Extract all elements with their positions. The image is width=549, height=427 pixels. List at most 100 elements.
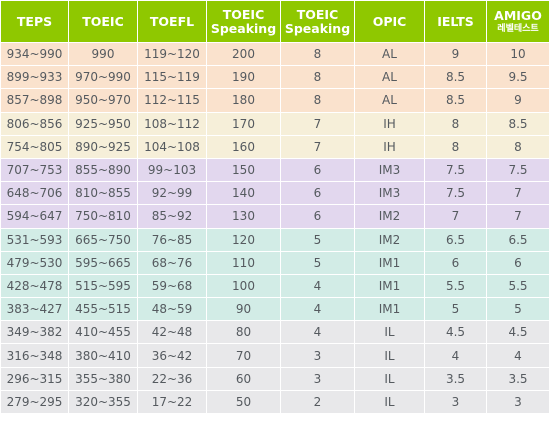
table-row: 648~706 810~855 92~99 140 6 IM3 7.5 7 [0, 181, 549, 206]
table-cell-amigo: 3.5 [486, 366, 549, 391]
table-cell-toeic-speaking-2: 8 [280, 65, 355, 90]
table-cell-toeic-speaking-2: 7 [280, 134, 355, 159]
table-cell-ielts: 8.5 [424, 88, 487, 113]
table-cell-toeic-speaking-1: 110 [206, 250, 281, 275]
table-row: 857~898 950~970 112~115 180 8 AL 8.5 9 [0, 88, 549, 113]
table-cell-ielts: 5.5 [424, 273, 487, 299]
table-cell-toeic-speaking-2: 6 [280, 204, 355, 229]
table-cell-amigo: 4.5 [486, 320, 549, 345]
table-cell-toeic-speaking-2: 4 [280, 297, 355, 322]
table-cell-opic: AL [354, 41, 425, 67]
table-cell-toeic: 380~410 [68, 343, 138, 368]
table-cell-opic: IL [354, 389, 425, 415]
table-cell-toeic-speaking-1: 70 [206, 343, 281, 368]
table-cell-teps: 383~427 [0, 297, 69, 322]
table-cell-amigo: 5.5 [486, 273, 549, 299]
table-cell-toeic-speaking-2: 3 [280, 343, 355, 368]
table-cell-toefl: 42~48 [137, 320, 207, 345]
table-cell-ielts: 5 [424, 297, 487, 322]
table-cell-ielts: 9 [424, 41, 487, 67]
table-cell-toeic: 810~855 [68, 181, 138, 206]
table-cell-toeic-speaking-1: 200 [206, 41, 281, 67]
table-cell-opic: IM2 [354, 204, 425, 229]
column-header-sublabel: Speaking [284, 20, 351, 36]
table-cell-teps: 479~530 [0, 250, 69, 275]
column-header-label: TEPS [16, 13, 53, 29]
table-cell-toeic: 925~950 [68, 111, 138, 136]
table-cell-ielts: 3 [424, 389, 487, 415]
table-header: TEPS TOEIC TOEFL TOEIC Speaking TOEIC Speaking… [0, 0, 549, 43]
table-cell-opic: IM2 [354, 227, 425, 252]
table-cell-toeic: 410~455 [68, 320, 138, 345]
table-row: 594~647 750~810 85~92 130 6 IM2 7 7 [0, 204, 549, 229]
table-cell-toefl: 22~36 [137, 366, 207, 391]
table-cell-opic: IM3 [354, 157, 425, 183]
table-cell-amigo: 7 [486, 181, 549, 206]
table-cell-toeic: 355~380 [68, 366, 138, 391]
table-row: 934~990 990 119~120 200 8 AL 9 10 [0, 41, 549, 67]
table-cell-toeic: 970~990 [68, 65, 138, 90]
table-cell-toeic-speaking-1: 60 [206, 366, 281, 391]
table-cell-opic: IL [354, 320, 425, 345]
table-row: 806~856 925~950 108~112 170 7 IH 8 8.5 [0, 111, 549, 136]
column-header-teps: TEPS [0, 0, 69, 43]
table-cell-teps: 648~706 [0, 181, 69, 206]
table-cell-teps: 934~990 [0, 41, 69, 67]
column-header-amigo: AMIGO 레벨테스트 [486, 0, 549, 43]
table-cell-teps: 707~753 [0, 157, 69, 183]
table-cell-toeic-speaking-1: 50 [206, 389, 281, 415]
table-cell-amigo: 8 [486, 134, 549, 159]
column-header-label: IELTS [437, 13, 474, 29]
table-row: 316~348 380~410 36~42 70 3 IL 4 4 [0, 343, 549, 368]
table-cell-toeic-speaking-1: 160 [206, 134, 281, 159]
table-cell-amigo: 9 [486, 88, 549, 113]
table-cell-toefl: 76~85 [137, 227, 207, 252]
table-cell-toeic: 890~925 [68, 134, 138, 159]
table-cell-teps: 349~382 [0, 320, 69, 345]
column-header-label: TOEFL [149, 13, 195, 29]
column-header-label: AMIGO [494, 7, 542, 23]
table-cell-toeic-speaking-2: 8 [280, 88, 355, 113]
table-cell-amigo: 8.5 [486, 111, 549, 136]
table-cell-toeic-speaking-1: 170 [206, 111, 281, 136]
table-cell-ielts: 8.5 [424, 65, 487, 90]
score-conversion-table: TEPS TOEIC TOEFL TOEIC Speaking TOEIC Speaking… [0, 0, 549, 415]
table-cell-amigo: 10 [486, 41, 549, 67]
table-cell-ielts: 8 [424, 134, 487, 159]
column-header-label: TOEIC [82, 13, 124, 29]
table-cell-toefl: 108~112 [137, 111, 207, 136]
table-cell-opic: AL [354, 65, 425, 90]
table-cell-toeic-speaking-2: 3 [280, 366, 355, 391]
table-body: 934~990 990 119~120 200 8 AL 9 10 899~933 970~990… [0, 41, 549, 415]
table-cell-teps: 806~856 [0, 111, 69, 136]
table-row: 428~478 515~595 59~68 100 4 IM1 5.5 5.5 [0, 273, 549, 299]
table-cell-toeic-speaking-1: 140 [206, 181, 281, 206]
table-cell-toeic-speaking-1: 150 [206, 157, 281, 183]
table-cell-toefl: 36~42 [137, 343, 207, 368]
table-cell-toefl: 112~115 [137, 88, 207, 113]
column-header-toeic: TOEIC [68, 0, 138, 43]
table-cell-toeic: 665~750 [68, 227, 138, 252]
table-cell-toeic-speaking-2: 7 [280, 111, 355, 136]
table-row: 296~315 355~380 22~36 60 3 IL 3.5 3.5 [0, 366, 549, 391]
table-cell-toeic-speaking-1: 90 [206, 297, 281, 322]
table-cell-toefl: 85~92 [137, 204, 207, 229]
table-cell-amigo: 6.5 [486, 227, 549, 252]
column-header-toefl: TOEFL [137, 0, 207, 43]
table-cell-ielts: 7 [424, 204, 487, 229]
table-cell-teps: 279~295 [0, 389, 69, 415]
table-cell-ielts: 6 [424, 250, 487, 275]
table-cell-teps: 428~478 [0, 273, 69, 299]
table-cell-toeic: 595~665 [68, 250, 138, 275]
table-cell-opic: IH [354, 134, 425, 159]
table-cell-ielts: 7.5 [424, 157, 487, 183]
table-cell-opic: IM1 [354, 250, 425, 275]
table-cell-toeic: 750~810 [68, 204, 138, 229]
table-cell-toeic: 950~970 [68, 88, 138, 113]
table-cell-toeic-speaking-2: 4 [280, 320, 355, 345]
table-cell-ielts: 7.5 [424, 181, 487, 206]
column-header-toeic-speaking-2: TOEIC Speaking [280, 0, 355, 43]
table-cell-ielts: 6.5 [424, 227, 487, 252]
table-cell-opic: IM1 [354, 273, 425, 299]
header-row: TEPS TOEIC TOEFL TOEIC Speaking TOEIC Speaking… [0, 0, 549, 43]
